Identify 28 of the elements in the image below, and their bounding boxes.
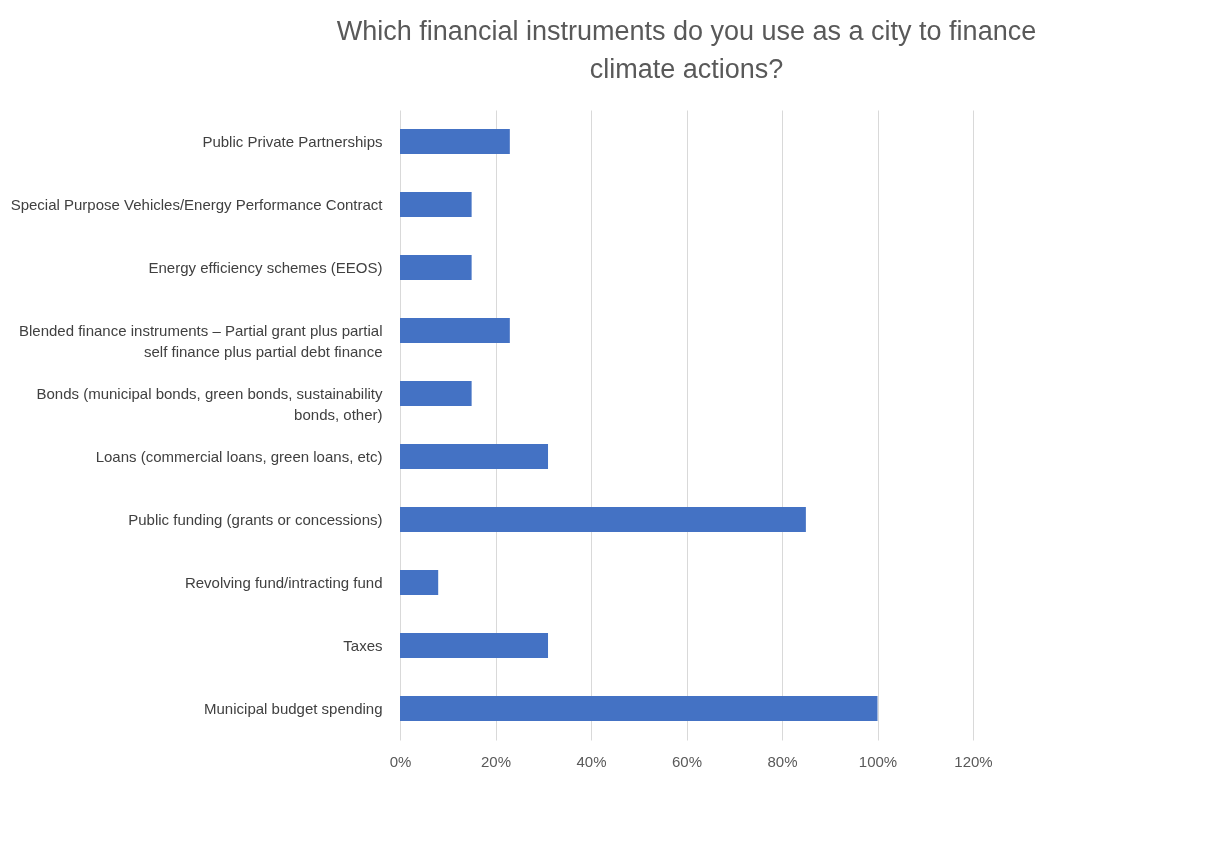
y-tick-label: Revolving fund/intracting fund <box>184 573 383 591</box>
x-tick-label: 40% <box>576 752 607 770</box>
x-tick-label: 60% <box>671 752 703 770</box>
y-tick-label: Energy efficiency schemes (EEOS) <box>148 258 383 276</box>
y-tick-label: Special Purpose Vehicles/Energy Performance Contract <box>10 195 384 213</box>
bar <box>400 317 510 344</box>
bar <box>400 128 510 155</box>
bar <box>400 695 878 722</box>
bar <box>400 254 472 281</box>
bar <box>400 380 472 407</box>
bar <box>400 443 549 470</box>
y-tick-label: Municipal budget spending <box>204 699 383 717</box>
x-tick-label: 0% <box>389 752 412 770</box>
y-tick-label: Loans (commercial loans, green loans, etc) <box>95 447 383 465</box>
y-tick-label: Taxes <box>343 636 383 654</box>
bar <box>400 506 806 533</box>
bar <box>400 632 549 659</box>
y-tick-label: Blended finance instruments – Partial grant plus partial self finance plus partial debt finance <box>18 321 383 360</box>
y-tick-label: Public funding (grants or concessions) <box>128 510 383 528</box>
y-tick-label: Public Private Partnerships <box>202 132 383 150</box>
chart-title: Which financial instruments do you use as a city to finance climate actions? <box>336 16 1037 84</box>
x-tick-label: 120% <box>954 752 993 770</box>
x-tick-label: 20% <box>480 752 512 770</box>
y-tick-label: Bonds (municipal bonds, green bonds, sustainability bonds, other) <box>36 384 383 423</box>
bar <box>400 569 439 596</box>
bar <box>400 191 472 218</box>
x-tick-label: 80% <box>767 752 798 770</box>
x-tick-label: 100% <box>858 752 898 770</box>
